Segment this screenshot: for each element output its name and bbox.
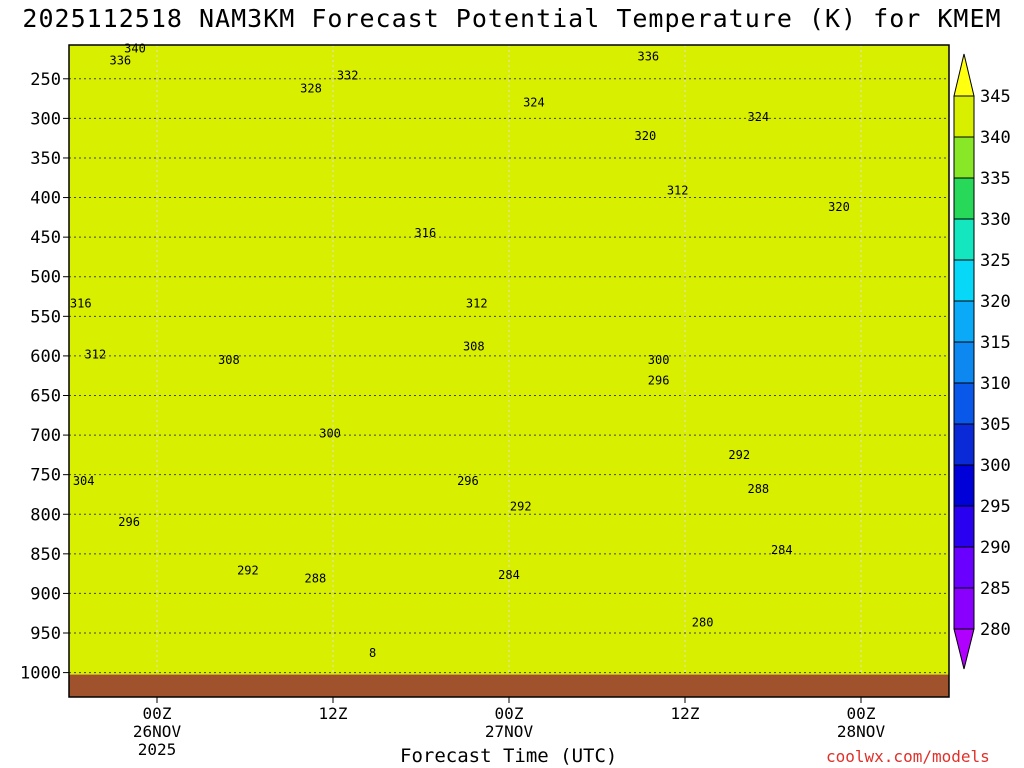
colorbar-label: 290 bbox=[980, 538, 1011, 558]
colorbar-band bbox=[953, 259, 975, 302]
colorbar-label: 285 bbox=[980, 579, 1011, 599]
contour-label: 288 bbox=[305, 571, 327, 585]
y-tick-label: 250 bbox=[30, 70, 61, 90]
colorbar-band bbox=[953, 382, 975, 425]
x-tick-label: 28NOV bbox=[837, 722, 886, 741]
x-tick-label: 27NOV bbox=[485, 722, 534, 741]
contour-label: 300 bbox=[319, 426, 341, 440]
colorbar-band bbox=[953, 587, 975, 630]
y-tick-label: 350 bbox=[30, 149, 61, 169]
contour-labels: 3403363323283363243243203203163163123123… bbox=[70, 42, 850, 660]
y-tick-label: 650 bbox=[30, 386, 61, 406]
y-tick-label: 1000 bbox=[20, 664, 61, 684]
y-tick-label: 300 bbox=[30, 109, 61, 129]
credit-link[interactable]: coolwx.com/models bbox=[826, 747, 990, 766]
colorbar-band bbox=[953, 341, 975, 384]
x-tick-label: 00Z bbox=[495, 704, 524, 723]
y-tick-label: 400 bbox=[30, 189, 61, 209]
colorbar-label: 325 bbox=[980, 251, 1011, 271]
contour-label: 316 bbox=[415, 226, 437, 240]
ground-layer bbox=[69, 674, 949, 697]
y-tick-label: 900 bbox=[30, 584, 61, 604]
contour-label: 292 bbox=[237, 563, 259, 577]
colorbar-label: 340 bbox=[980, 128, 1011, 148]
contour-label: 308 bbox=[218, 353, 240, 367]
contour-label: 296 bbox=[118, 515, 140, 529]
colorbar-label: 295 bbox=[980, 497, 1011, 517]
x-tick-label: 2025 bbox=[138, 740, 177, 759]
chart-title: 2025112518 NAM3KM Forecast Potential Tem… bbox=[22, 4, 1002, 33]
x-tick-label: 12Z bbox=[319, 704, 348, 723]
y-tick-label: 600 bbox=[30, 347, 61, 367]
x-tick-label: 26NOV bbox=[133, 722, 182, 741]
colorbar-top-arrow bbox=[953, 53, 975, 97]
contour-label: 280 bbox=[692, 616, 714, 630]
contour-label: 328 bbox=[300, 81, 322, 95]
y-tick-label: 750 bbox=[30, 466, 61, 486]
colorbar-band bbox=[953, 177, 975, 220]
x-tick-label: 00Z bbox=[143, 704, 172, 723]
y-tick-label: 550 bbox=[30, 307, 61, 327]
contour-label: 308 bbox=[463, 339, 485, 353]
y-tick-label: 800 bbox=[30, 505, 61, 525]
contour-label: 312 bbox=[667, 183, 689, 197]
contour-label: 284 bbox=[771, 543, 793, 557]
contour-label: 320 bbox=[828, 200, 850, 214]
contour-label: 8 bbox=[369, 646, 376, 660]
contour-label: 316 bbox=[70, 297, 92, 311]
contour-label: 320 bbox=[635, 129, 657, 143]
contour-label: 336 bbox=[637, 50, 659, 64]
colorbar-label: 300 bbox=[980, 456, 1011, 476]
contour-label: 304 bbox=[73, 474, 95, 488]
contour-label: 296 bbox=[457, 474, 479, 488]
ground-surface bbox=[69, 674, 949, 697]
y-tick-label: 500 bbox=[30, 268, 61, 288]
y-tick-label: 450 bbox=[30, 228, 61, 248]
colorbar-band bbox=[953, 136, 975, 179]
contour-label: 332 bbox=[337, 69, 359, 83]
contour-label: 312 bbox=[85, 347, 107, 361]
colorbar-band bbox=[953, 546, 975, 589]
contour-label: 300 bbox=[648, 353, 670, 367]
x-tick-label: 12Z bbox=[671, 704, 700, 723]
contour-label: 292 bbox=[510, 499, 532, 513]
colorbar-label: 315 bbox=[980, 333, 1011, 353]
colorbar-bottom-arrow bbox=[953, 628, 975, 670]
grid-lines bbox=[69, 45, 949, 697]
colorbar-label: 280 bbox=[980, 620, 1011, 640]
colorbar-label: 345 bbox=[980, 87, 1011, 107]
contour-label: 296 bbox=[648, 373, 670, 387]
colorbar-band bbox=[953, 218, 975, 261]
contour-label: 288 bbox=[747, 482, 769, 496]
y-tick-label: 850 bbox=[30, 545, 61, 565]
colorbar: 280 285 290 295 300 305 310 315 320 325 330 335 340 3… bbox=[953, 53, 1011, 670]
colorbar-band bbox=[953, 95, 975, 138]
colorbar-band bbox=[953, 464, 975, 507]
colorbar-band bbox=[953, 423, 975, 466]
contour-label: 284 bbox=[498, 568, 520, 582]
colorbar-label: 310 bbox=[980, 374, 1011, 394]
contour-label: 292 bbox=[728, 448, 750, 462]
y-tick-label: 950 bbox=[30, 624, 61, 644]
colorbar-label: 335 bbox=[980, 169, 1011, 189]
y-axis: 250 300 350 400 450 500 550 600 650 700 750 800 850 9… bbox=[20, 70, 69, 684]
x-axis-title: Forecast Time (UTC) bbox=[400, 745, 618, 767]
contour-label: 324 bbox=[523, 96, 545, 110]
contour-label: 336 bbox=[109, 54, 131, 68]
colorbar-band bbox=[953, 300, 975, 343]
x-tick-label: 00Z bbox=[847, 704, 876, 723]
y-tick-label: 700 bbox=[30, 426, 61, 446]
colorbar-band bbox=[953, 505, 975, 548]
contour-label: 312 bbox=[466, 297, 488, 311]
contour-label: 324 bbox=[747, 110, 769, 124]
colorbar-label: 330 bbox=[980, 210, 1011, 230]
colorbar-label: 320 bbox=[980, 292, 1011, 312]
colorbar-label: 305 bbox=[980, 415, 1011, 435]
